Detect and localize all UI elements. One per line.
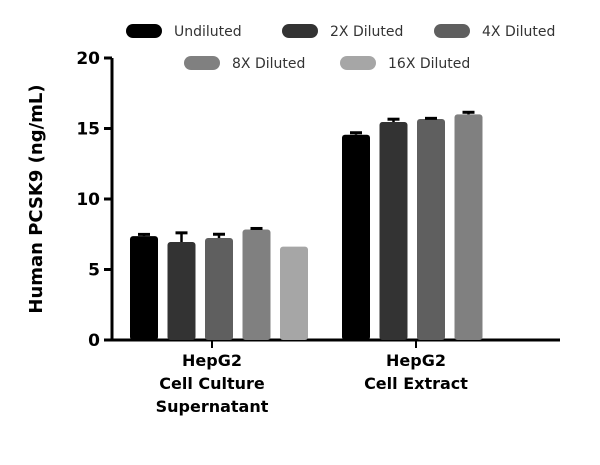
x-category-label: Supernatant	[156, 397, 269, 416]
x-category-label: HepG2	[182, 351, 242, 370]
y-tick-label: 20	[76, 49, 100, 69]
legend-swatch	[282, 24, 318, 38]
bar	[167, 242, 196, 340]
bar	[242, 229, 271, 340]
x-category-label: HepG2	[386, 351, 446, 370]
legend-label: Undiluted	[174, 24, 242, 40]
bar	[205, 238, 233, 340]
bar	[280, 246, 308, 340]
y-tick-label: 15	[76, 120, 100, 140]
bar	[130, 236, 158, 340]
y-axis-label: Human PCSK9 (ng/mL)	[26, 84, 47, 313]
y-tick-label: 5	[88, 261, 100, 281]
legend-label: 16X Diluted	[388, 56, 470, 72]
x-category-label: Cell Extract	[364, 374, 468, 393]
bar	[417, 119, 445, 340]
legend-label: 4X Diluted	[482, 24, 555, 40]
legend-label: 2X Diluted	[330, 24, 403, 40]
legend-swatch	[126, 24, 162, 38]
y-tick-label: 0	[88, 331, 100, 351]
legend-label: 8X Diluted	[232, 56, 305, 72]
y-tick-label: 10	[76, 190, 100, 210]
legend-swatch	[434, 24, 470, 38]
bar	[342, 134, 370, 340]
bar	[379, 122, 408, 340]
legend-swatch	[340, 56, 376, 70]
x-category-label: Cell Culture	[159, 374, 265, 393]
bar	[454, 114, 483, 341]
legend-swatch	[184, 56, 220, 70]
